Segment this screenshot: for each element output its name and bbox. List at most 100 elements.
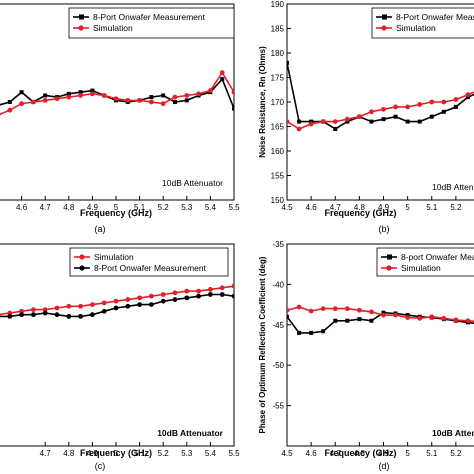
data-point	[125, 97, 131, 103]
x-axis-label: Frequency (GHz)	[324, 448, 396, 458]
data-point	[19, 101, 24, 107]
x-tick-label: 4.9	[87, 449, 99, 458]
data-point	[90, 91, 95, 97]
x-tick-label: 5	[405, 203, 410, 212]
data-point	[31, 307, 36, 313]
data-point	[296, 304, 302, 310]
x-tick-label: 5.1	[426, 449, 438, 458]
data-point	[345, 119, 350, 124]
y-tick-label: 155	[271, 172, 285, 181]
data-point	[208, 88, 213, 93]
data-point	[381, 310, 386, 315]
data-point	[54, 96, 60, 102]
legend-marker	[79, 14, 84, 20]
data-point	[54, 305, 60, 311]
data-point	[43, 93, 48, 98]
data-point	[149, 99, 154, 105]
y-tick-label: 190	[271, 0, 285, 9]
x-axis-label: Frequency (GHz)	[80, 448, 152, 458]
data-point	[78, 93, 83, 98]
data-point	[220, 77, 225, 82]
x-tick-label: 4.7	[40, 449, 52, 458]
panel-caption: (a)	[95, 224, 106, 234]
data-point	[393, 312, 398, 318]
chart-panel-d: 4.5 4.6 4.7 4.8 4.9 5 5.1 5.2 -55 -50 -45 -40 -35 Fre…	[258, 240, 474, 471]
y-tick-label: -40	[272, 280, 284, 289]
data-point	[66, 91, 71, 96]
chart-panel-a: 4.6 4.7 4.8 4.9 5 5.1 5.2 5.3 5.4 5.5 Frequency (G…	[0, 3, 240, 234]
panel-caption: (c)	[95, 461, 106, 471]
x-tick-label: 5.2	[450, 203, 462, 212]
data-point	[113, 298, 119, 304]
data-point	[196, 293, 202, 299]
data-point	[465, 92, 471, 98]
data-point	[381, 117, 386, 122]
data-point	[417, 102, 423, 107]
data-point	[381, 312, 386, 318]
data-point	[393, 104, 398, 110]
data-point	[333, 126, 338, 131]
data-point	[356, 114, 362, 120]
x-tick-label: 5	[114, 203, 119, 212]
x-tick-label: 5.4	[205, 449, 217, 458]
x-tick-label: 4.7	[40, 203, 52, 212]
x-tick-label: 4.8	[354, 203, 366, 212]
chart-annotation: 10dB Attenuator	[432, 428, 474, 438]
x-tick-label: 5.1	[134, 449, 146, 458]
x-tick-label: 4.8	[63, 449, 75, 458]
data-point	[125, 303, 131, 309]
chart-panel-c: 4.7 4.8 4.9 5 5.1 5.2 5.3 5.4 5.5 Frequency (GHz)…	[0, 243, 240, 471]
data-point	[232, 106, 234, 111]
data-point	[172, 94, 178, 100]
legend-marker	[79, 254, 85, 260]
legend-label: 8-Port Onwafer Measurement	[93, 12, 206, 22]
chart-annotation: 10dB Attenuator	[432, 182, 474, 192]
data-point	[320, 306, 326, 312]
data-point	[196, 91, 202, 97]
legend-label: 8-Port Onwafer Measurement	[396, 12, 474, 22]
data-point	[369, 119, 374, 124]
y-tick-label: 160	[271, 147, 285, 156]
data-point	[19, 90, 24, 95]
data-point	[453, 97, 459, 102]
data-point	[19, 312, 24, 318]
data-point	[321, 329, 326, 334]
data-point	[160, 292, 166, 297]
plot-area	[287, 60, 474, 132]
chart-annotation: 10dB Attenuator	[157, 428, 223, 438]
data-point	[113, 96, 119, 102]
data-point	[231, 283, 234, 289]
data-point	[357, 317, 362, 322]
data-point	[125, 297, 131, 302]
data-point	[161, 93, 166, 98]
x-tick-label: 4.9	[87, 203, 99, 212]
x-tick-label: 5.5	[228, 449, 240, 458]
data-point	[356, 307, 362, 313]
series-line-0	[287, 62, 474, 130]
y-axis-label: Phase of Optimum Reflection Coefficient …	[258, 256, 267, 433]
data-point	[90, 312, 95, 318]
legend-marker	[78, 25, 84, 31]
x-tick-label: 5.3	[181, 203, 193, 212]
plot-area	[287, 304, 474, 335]
series-line-0	[287, 311, 474, 334]
legend-label: Simulation	[94, 252, 134, 262]
data-point	[42, 97, 48, 103]
data-point	[66, 94, 72, 100]
data-point	[219, 70, 225, 75]
x-tick-label: 5.1	[134, 203, 146, 212]
y-tick-label: 165	[271, 123, 285, 132]
x-tick-label: 5	[114, 449, 119, 458]
data-point	[19, 308, 24, 314]
data-point	[31, 312, 36, 318]
data-point	[7, 313, 13, 319]
data-point	[160, 298, 166, 304]
data-point	[441, 99, 447, 105]
y-tick-label: 150	[271, 196, 285, 205]
data-point	[101, 300, 107, 306]
data-point	[196, 288, 202, 294]
x-tick-label: 4.6	[16, 203, 28, 212]
y-tick-label: 170	[271, 98, 285, 107]
data-point	[296, 126, 302, 132]
